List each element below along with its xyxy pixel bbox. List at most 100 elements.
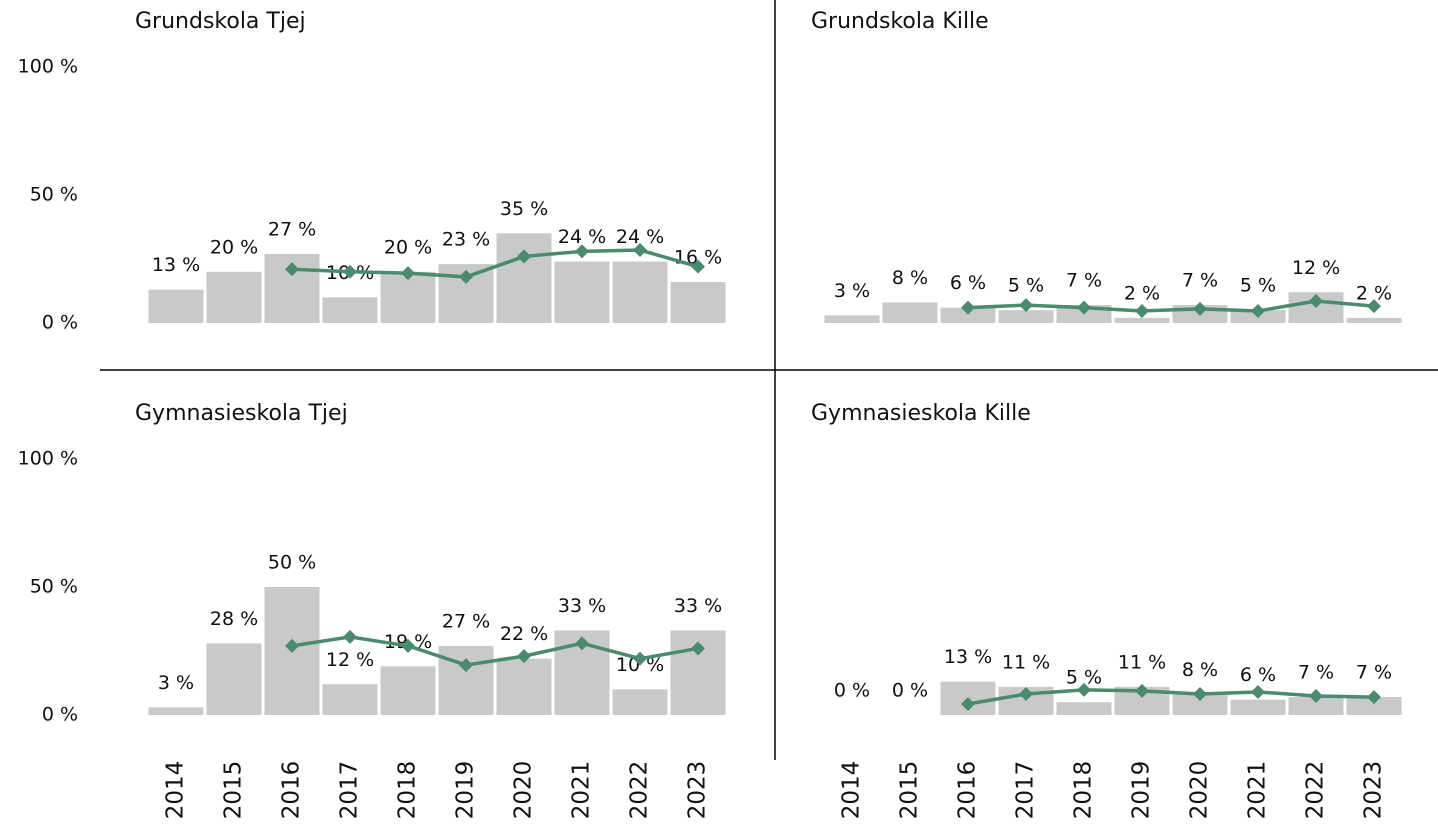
bar <box>612 261 668 323</box>
data-label: 11 % <box>1002 651 1050 673</box>
data-label: 20 % <box>210 236 258 258</box>
bar <box>1056 702 1112 715</box>
x-tick-label: 2014 <box>839 761 865 820</box>
x-tick-label: 2020 <box>511 761 537 820</box>
data-label: 35 % <box>500 198 548 220</box>
panel-title: Gymnasieskola Tjej <box>135 401 348 426</box>
data-label: 11 % <box>1118 651 1166 673</box>
x-tick-label: 2017 <box>1013 761 1039 820</box>
x-tick-label: 2019 <box>453 761 479 820</box>
data-label: 3 % <box>158 672 194 694</box>
marker <box>633 243 647 258</box>
marker <box>961 300 975 315</box>
bar <box>1114 317 1170 323</box>
marker <box>1193 687 1207 702</box>
data-label: 0 % <box>834 680 870 702</box>
x-tick-label: 2023 <box>685 761 711 820</box>
marker <box>1367 299 1381 314</box>
data-label: 27 % <box>268 218 316 240</box>
data-label: 7 % <box>1066 270 1102 292</box>
data-label: 50 % <box>268 552 316 574</box>
marker <box>343 264 357 279</box>
marker <box>285 262 299 277</box>
bar <box>322 684 378 715</box>
x-tick-label: 2015 <box>897 761 923 820</box>
marker <box>1077 300 1091 315</box>
x-tick-label: 2016 <box>955 761 981 820</box>
bar <box>670 282 726 323</box>
bar <box>1346 317 1402 323</box>
x-tick-label: 2021 <box>1245 761 1271 820</box>
line <box>291 635 699 667</box>
marker <box>1077 682 1091 697</box>
data-label: 8 % <box>1182 659 1218 681</box>
x-tick-label: 2017 <box>337 761 363 820</box>
line <box>967 688 1375 706</box>
bar <box>998 310 1054 323</box>
marker <box>1193 301 1207 316</box>
bar <box>1346 697 1402 715</box>
data-label: 12 % <box>326 649 374 671</box>
marker <box>517 649 531 664</box>
bar <box>380 666 436 715</box>
data-label: 7 % <box>1298 662 1334 684</box>
marker <box>575 244 589 259</box>
marker <box>1367 690 1381 705</box>
marker <box>1135 683 1149 698</box>
x-tick-label: 2018 <box>395 761 421 820</box>
bar <box>206 643 262 715</box>
y-tick-label: 100 % <box>18 56 78 78</box>
marker <box>459 658 473 673</box>
marker <box>401 266 415 281</box>
data-label: 24 % <box>558 226 606 248</box>
y-tick-label: 0 % <box>42 704 78 726</box>
data-label: 33 % <box>674 595 722 617</box>
data-label: 5 % <box>1240 275 1276 297</box>
x-tick-label: 2014 <box>163 761 189 820</box>
y-tick-label: 100 % <box>18 448 78 470</box>
y-tick-label: 50 % <box>30 184 78 206</box>
bar <box>1288 697 1344 715</box>
x-tick-label: 2021 <box>569 761 595 820</box>
x-tick-label: 2019 <box>1129 761 1155 820</box>
marker <box>517 249 531 264</box>
data-label: 3 % <box>834 280 870 302</box>
bar <box>438 645 494 715</box>
data-label: 28 % <box>210 608 258 630</box>
data-label: 33 % <box>558 595 606 617</box>
bar <box>1172 694 1228 715</box>
bar <box>148 289 204 323</box>
data-label: 0 % <box>892 680 928 702</box>
marker <box>1135 303 1149 318</box>
data-label: 6 % <box>1240 664 1276 686</box>
data-label: 7 % <box>1356 662 1392 684</box>
data-label: 5 % <box>1008 275 1044 297</box>
marker <box>1019 298 1033 313</box>
marker <box>459 269 473 284</box>
marker <box>1251 684 1265 699</box>
data-label: 27 % <box>442 610 490 632</box>
panel-title: Gymnasieskola Kille <box>811 401 1031 426</box>
y-tick-label: 0 % <box>42 312 78 334</box>
bar <box>380 271 436 323</box>
bar <box>496 233 552 323</box>
marker <box>401 638 415 653</box>
x-tick-label: 2022 <box>627 761 653 820</box>
marker <box>961 696 975 711</box>
data-label: 23 % <box>442 229 490 251</box>
marker <box>1251 303 1265 318</box>
bar <box>148 707 204 715</box>
bar <box>1230 699 1286 715</box>
y-tick-label: 50 % <box>30 576 78 598</box>
x-tick-label: 2020 <box>1187 761 1213 820</box>
x-tick-label: 2023 <box>1361 761 1387 820</box>
data-label: 24 % <box>616 226 664 248</box>
x-tick-label: 2016 <box>279 761 305 820</box>
bar <box>496 658 552 715</box>
data-label: 22 % <box>500 623 548 645</box>
data-label: 6 % <box>950 272 986 294</box>
data-label: 7 % <box>1182 270 1218 292</box>
data-label: 13 % <box>152 254 200 276</box>
data-label: 20 % <box>384 236 432 258</box>
marker <box>1309 689 1323 704</box>
